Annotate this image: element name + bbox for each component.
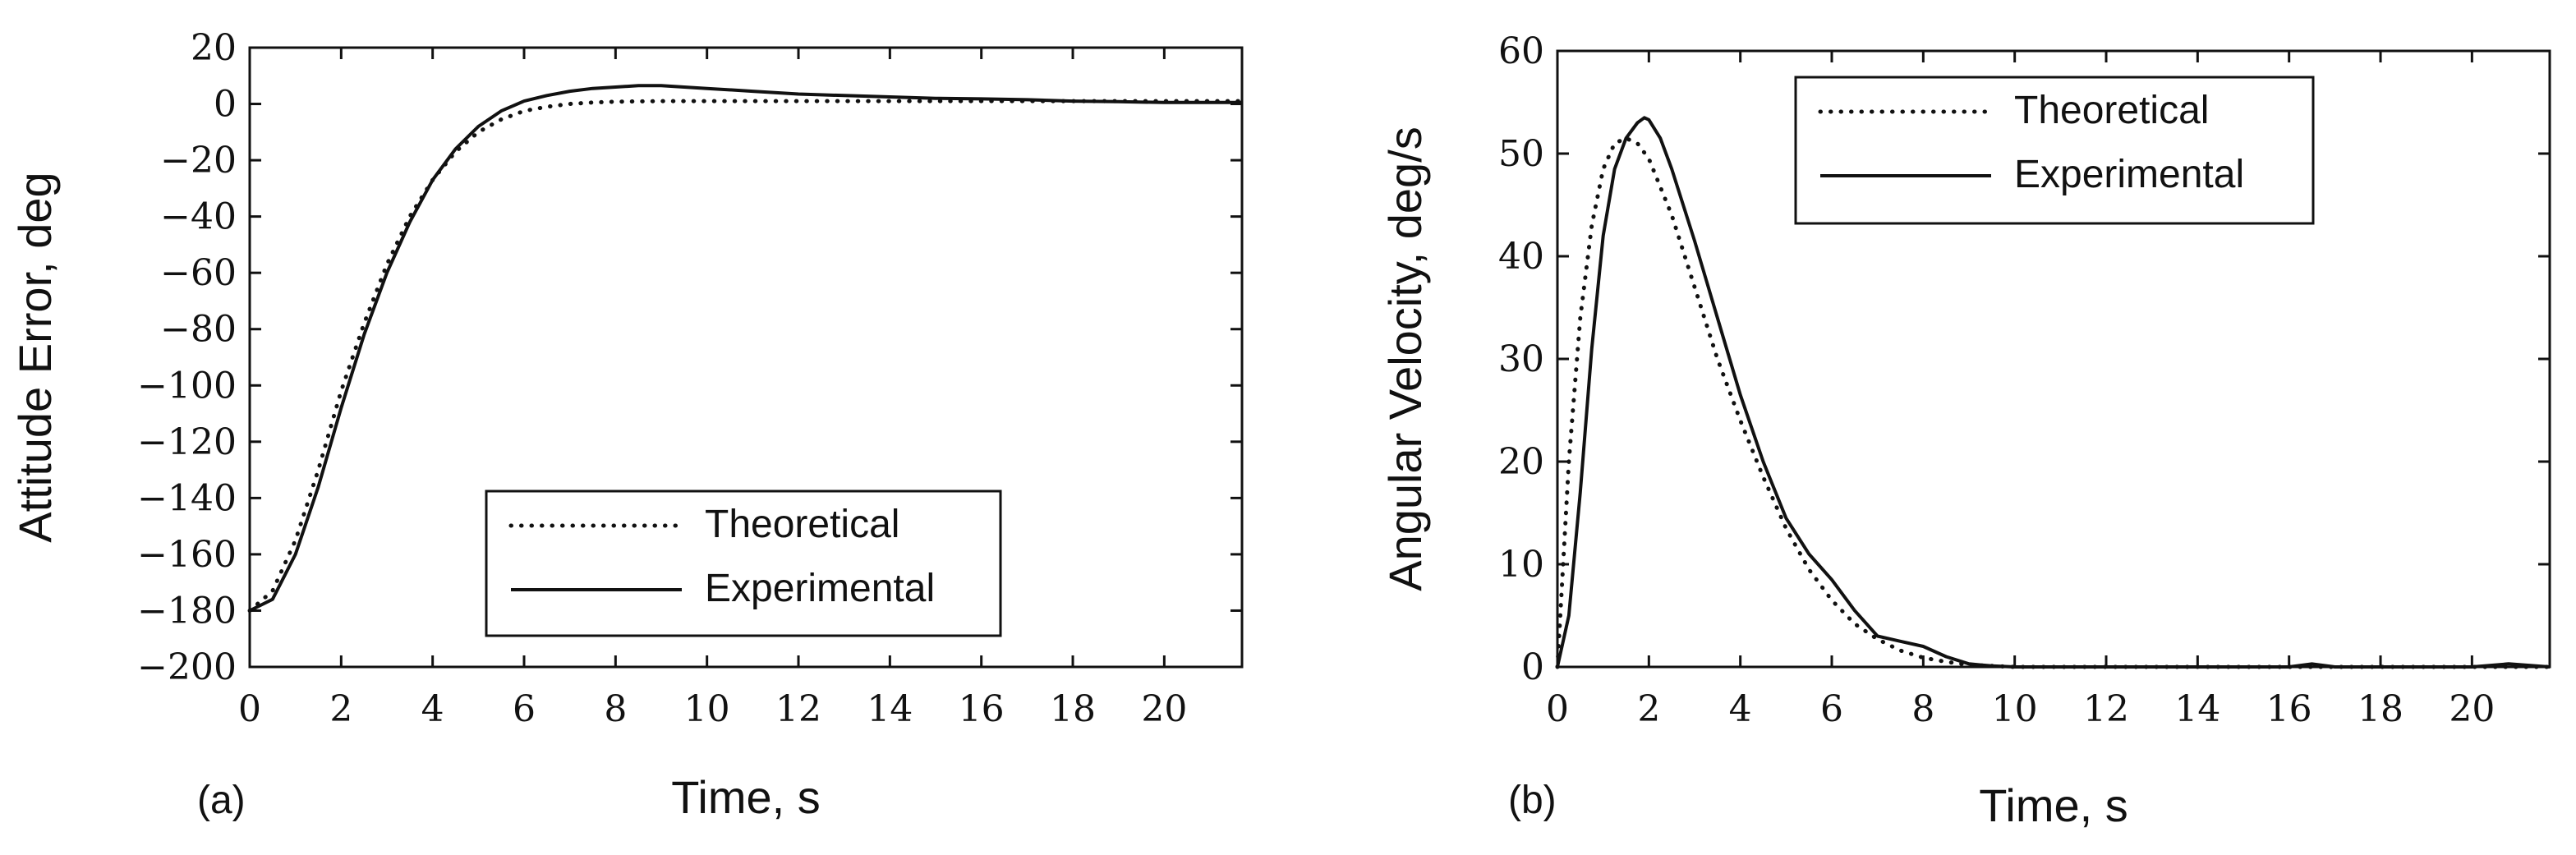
legend-label-experimental: Experimental: [705, 567, 935, 610]
y-tick-label: −200: [137, 646, 237, 688]
x-tick-label: 20: [1141, 688, 1187, 730]
series-line-experimental: [249, 84, 1242, 613]
y-tick-label: −180: [137, 590, 237, 632]
y-tick-label: 0: [1521, 646, 1544, 688]
x-axis-label: Time, s: [671, 771, 820, 823]
x-tick-label: 12: [775, 688, 821, 730]
x-tick-label: 18: [2358, 688, 2404, 730]
y-axis-label: Attitude Error, deg: [9, 172, 61, 542]
x-tick-label: 16: [2266, 688, 2312, 730]
legend: Theoretical Experimental: [485, 490, 1002, 637]
legend-label-theoretical: Theoretical: [705, 503, 899, 546]
x-tick-label: 0: [238, 688, 261, 730]
x-tick-label: 8: [604, 688, 627, 730]
x-tick-label: 12: [2083, 688, 2129, 730]
chart-panel-b: 0 2 4 6 8 10 12 14 16 18 20 60 50 40 30 20 10 0 Theoretica…: [1379, 30, 2552, 831]
x-tick-label: 6: [513, 688, 536, 730]
x-tick-label: 14: [2174, 688, 2220, 730]
y-tick-label: −120: [137, 421, 237, 463]
x-tick-label: 2: [1637, 688, 1660, 730]
panel-label: (b): [1508, 779, 1557, 822]
x-tick-label: 14: [867, 688, 913, 730]
x-tick-label: 10: [1992, 688, 2038, 730]
x-tick-label: 8: [1911, 688, 1934, 730]
legend-label-experimental: Experimental: [2014, 153, 2244, 196]
x-axis-label: Time, s: [1979, 779, 2128, 831]
x-tick-label: 16: [959, 688, 1005, 730]
x-tick-label: 18: [1050, 688, 1096, 730]
x-tick-label: 4: [1729, 688, 1752, 730]
legend: Theoretical Experimental: [1794, 76, 2315, 225]
y-tick-label: −40: [160, 196, 237, 238]
y-tick-label: 10: [1498, 544, 1544, 586]
legend-label-theoretical: Theoretical: [2014, 89, 2209, 132]
chart-panel-a: 0 2 4 6 8 10 12 14 16 18 20 20 0 −20 −40 −60 −80 −100 −120…: [9, 27, 1244, 823]
legend-box: [1794, 76, 2315, 225]
y-tick-label: 20: [1498, 441, 1544, 483]
series-line-experimental: [1556, 116, 2551, 669]
y-tick-label: 20: [191, 27, 237, 69]
y-tick-label: −160: [137, 534, 237, 576]
y-tick-label: 60: [1498, 30, 1544, 72]
y-tick-label: 40: [1498, 236, 1544, 278]
y-tick-label: −140: [137, 477, 237, 519]
y-axis-label: Angular Velocity, deg/s: [1379, 126, 1431, 591]
y-tick-label: 30: [1498, 338, 1544, 380]
plot-frame: [248, 46, 1244, 669]
series-line-theoretical: [247, 99, 1244, 613]
legend-box: [485, 490, 1002, 637]
y-tick-label: −80: [160, 309, 237, 351]
x-tick-label: 0: [1546, 688, 1569, 730]
panel-label: (a): [197, 779, 246, 822]
y-tick-label: −60: [160, 252, 237, 294]
y-tick-label: −100: [137, 365, 237, 407]
x-tick-label: 6: [1820, 688, 1843, 730]
x-tick-label: 4: [421, 688, 444, 730]
x-tick-label: 2: [329, 688, 352, 730]
y-tick-label: −20: [160, 140, 237, 182]
x-tick-label: 20: [2449, 688, 2495, 730]
x-tick-label: 10: [684, 688, 730, 730]
y-tick-label: 50: [1498, 133, 1544, 175]
y-tick-label: 0: [214, 84, 237, 126]
